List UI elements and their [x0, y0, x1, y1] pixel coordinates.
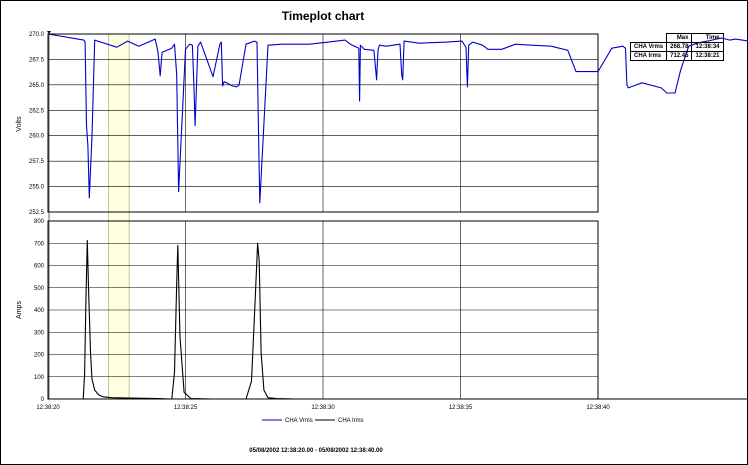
- y-tick-label: 265.0: [29, 83, 45, 89]
- amps-grid: [48, 221, 598, 399]
- chart-title: Timeplot chart: [282, 9, 364, 23]
- y-tick-label: 260.0: [29, 134, 45, 140]
- legend-label-irms: CHA Irms: [338, 418, 364, 424]
- y-tick-label: 0: [41, 397, 45, 403]
- y-tick-label: 200: [34, 353, 45, 359]
- time-cursor-marker: [47, 31, 51, 34]
- stats-table: Max Time CHA Vrms 268.78 12:38:34 CHA Ir…: [629, 33, 724, 61]
- volts-plot-frame: [47, 33, 599, 213]
- stats-row-time: 12:38:21: [691, 51, 724, 61]
- x-tick-label: 12:38:30: [311, 405, 335, 411]
- volts-axis-label: Volts: [16, 116, 23, 132]
- y-tick-label: 100: [34, 375, 45, 381]
- stats-header-max: Max: [666, 33, 693, 43]
- y-tick-label: 255.0: [29, 185, 45, 191]
- stats-row-max: 268.78: [666, 42, 693, 52]
- y-tick-label: 400: [34, 308, 45, 314]
- y-tick-label: 257.5: [29, 159, 45, 165]
- stats-row-time: 12:38:34: [691, 42, 724, 52]
- y-tick-label: 267.5: [29, 57, 45, 63]
- x-tick-label: 12:38:35: [449, 405, 473, 411]
- x-tick-label: 12:38:25: [174, 405, 198, 411]
- stats-header-blank: [630, 33, 668, 43]
- highlight-band: [108, 33, 130, 400]
- stats-row-max: 712.45: [666, 51, 693, 61]
- y-tick-label: 500: [34, 286, 45, 292]
- date-range-label: 05/08/2002 12:38:20.00 - 05/08/2002 12:3…: [249, 448, 383, 454]
- amps-plot-frame: [47, 220, 599, 400]
- stats-row-irms: CHA Irms 712.45 12:38:21: [629, 51, 724, 61]
- legend-label-vrms: CHA Vrms: [285, 418, 313, 424]
- highlight-band-layer: [108, 33, 130, 400]
- stats-row-label: CHA Irms: [629, 51, 668, 61]
- series-line-cha-irms: [48, 240, 748, 400]
- x-tick-label: 12:38:40: [586, 405, 610, 411]
- y-tick-label: 300: [34, 330, 45, 336]
- y-tick-label: 800: [34, 219, 45, 225]
- y-tick-label: 270.0: [29, 32, 45, 38]
- stats-header-time: Time: [691, 33, 724, 43]
- series-layer: [47, 31, 748, 400]
- amps-axis-label: Amps: [16, 301, 23, 319]
- legend: CHA Vrms CHA Irms: [262, 418, 364, 424]
- stats-row-vrms: CHA Vrms 268.78 12:38:34: [629, 42, 724, 52]
- y-tick-label: 600: [34, 264, 45, 270]
- y-tick-label: 700: [34, 241, 45, 247]
- tick-labels: 270.0 267.5 265.0 262.5 260.0 257.5 255.0 252.5…: [29, 32, 610, 411]
- stats-row-label: CHA Vrms: [629, 42, 668, 52]
- x-tick-label: 12:38:20: [36, 405, 60, 411]
- stats-header-row: Max Time: [630, 33, 724, 43]
- y-tick-label: 252.5: [29, 210, 45, 216]
- volts-grid: [48, 34, 598, 212]
- y-tick-label: 262.5: [29, 108, 45, 114]
